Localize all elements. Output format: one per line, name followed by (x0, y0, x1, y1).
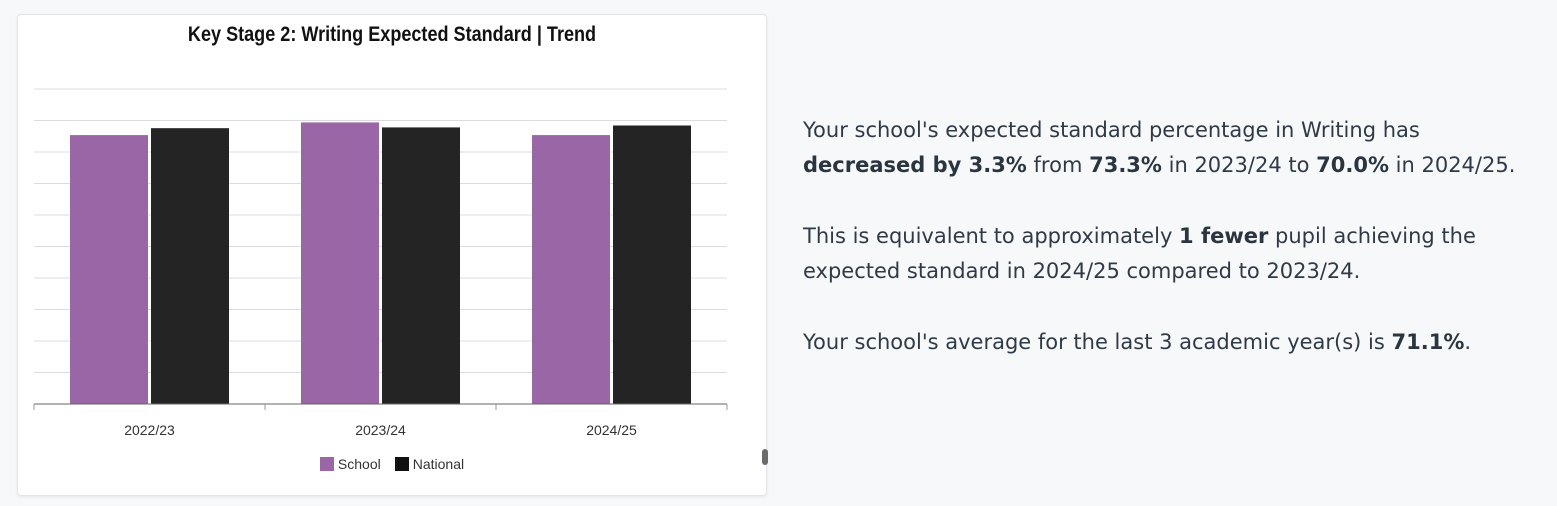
x-tick-label: 2022/23 (124, 422, 175, 438)
summary-text-fragment: from (1026, 153, 1090, 177)
summary-text-fragment: Your school's expected standard percenta… (803, 118, 1420, 142)
summary-paragraph-change: Your school's expected standard percenta… (803, 113, 1543, 183)
x-tick-label: 2023/24 (355, 422, 406, 438)
legend-swatch-school (319, 457, 334, 471)
summary-text-fragment: pupil achieving the expected standard in… (803, 224, 1476, 283)
legend-item-national[interactable]: National (394, 456, 465, 472)
three-year-average: 71.1% (1391, 330, 1465, 354)
bar-school-2022-23 (70, 135, 148, 404)
summary-text-fragment: . (1464, 330, 1472, 354)
scroll-handle[interactable] (762, 449, 768, 465)
legend-item-school[interactable]: School (319, 456, 381, 472)
summary-text-fragment: in 2023/24 to (1161, 153, 1317, 177)
bar-national-2023-24 (382, 127, 460, 404)
previous-value: 73.3% (1089, 153, 1162, 177)
x-tick-label: 2024/25 (586, 422, 637, 438)
summary-text-fragment: in 2024/25. (1388, 153, 1516, 177)
summary-paragraph-average: Your school's average for the last 3 aca… (803, 325, 1543, 360)
chart-title: Key Stage 2: Writing Expected Standard |… (187, 23, 597, 46)
chart-legend: School National (18, 456, 766, 472)
legend-label-school: School (337, 456, 381, 472)
bar-school-2023-24 (301, 122, 379, 405)
summary-text-fragment: Your school's average for the last 3 aca… (803, 330, 1392, 354)
bar-national-2022-23 (151, 128, 229, 404)
chart-card: Key Stage 2: Writing Expected Standard |… (17, 14, 768, 496)
bar-chart: 2022/23 2023/24 2024/25 (33, 88, 728, 438)
change-value: decreased by 3.3% (803, 153, 1027, 177)
bar-national-2024-25 (613, 125, 691, 405)
pupil-difference: 1 fewer (1179, 224, 1269, 248)
legend-label-national: National (412, 456, 465, 472)
current-value: 70.0% (1316, 153, 1389, 177)
legend-swatch-national (394, 457, 409, 471)
summary-text: Your school's expected standard percenta… (803, 113, 1543, 396)
summary-paragraph-pupils: This is equivalent to approximately 1 fe… (803, 219, 1543, 289)
bar-school-2024-25 (532, 135, 610, 404)
summary-text-fragment: This is equivalent to approximately (803, 224, 1180, 248)
